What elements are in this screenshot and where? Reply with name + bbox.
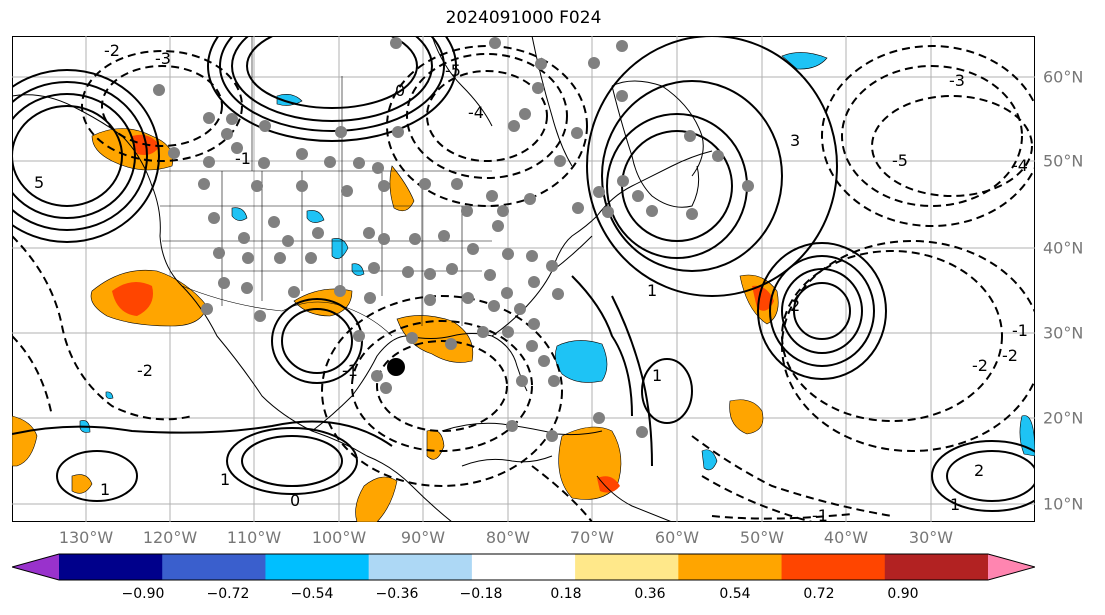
svg-text:-1: -1 bbox=[235, 149, 251, 168]
lon-label: 130°W bbox=[58, 528, 114, 547]
svg-text:0: 0 bbox=[395, 81, 405, 100]
colorbar-extend-max bbox=[988, 554, 1035, 580]
svg-text:-2: -2 bbox=[137, 361, 153, 380]
storm-position-marker bbox=[387, 358, 405, 376]
colorbar-tick: 0.36 bbox=[634, 586, 666, 602]
svg-text:1: 1 bbox=[220, 470, 230, 489]
lat-label: 20°N bbox=[1043, 408, 1084, 428]
colorbar-segment bbox=[884, 554, 989, 580]
lon-label: 70°W bbox=[569, 528, 615, 547]
svg-text:-4: -4 bbox=[468, 103, 484, 122]
contour-labels: 0 1 2 3 5 1 1 1 0 2 1 -1 -2 -3 -4 -5 -1 … bbox=[34, 41, 1028, 522]
colorbar-extend-min bbox=[12, 554, 59, 580]
colorbar-segment bbox=[575, 554, 679, 580]
colorbar-tick: 0.18 bbox=[550, 586, 582, 602]
colorbar-tick: −0.18 bbox=[459, 586, 503, 602]
negative-anomaly-shading bbox=[79, 52, 1035, 471]
strong-positive-shading bbox=[112, 134, 774, 493]
svg-text:1: 1 bbox=[950, 495, 960, 514]
dashed-contours bbox=[12, 45, 1035, 522]
lon-label: 80°W bbox=[485, 528, 531, 547]
svg-text:3: 3 bbox=[790, 131, 800, 150]
colorbar-tick: 0.72 bbox=[803, 586, 835, 602]
svg-text:5: 5 bbox=[34, 173, 44, 192]
lon-label: 30°W bbox=[908, 528, 954, 547]
colorbar-segment bbox=[781, 554, 886, 580]
lon-label: 60°W bbox=[654, 528, 700, 547]
colorbar-segment bbox=[368, 554, 473, 580]
colorbar-segment bbox=[678, 554, 783, 580]
colorbar-tick: 0.54 bbox=[719, 586, 751, 602]
lon-label: 110°W bbox=[226, 528, 282, 547]
svg-text:2: 2 bbox=[974, 461, 984, 480]
colorbar-tick: −0.36 bbox=[375, 586, 419, 602]
lat-label: 10°N bbox=[1043, 494, 1084, 514]
map-title: 2024091000 F024 bbox=[445, 8, 602, 28]
lon-label: 100°W bbox=[311, 528, 367, 547]
svg-text:-1: -1 bbox=[342, 361, 358, 380]
colorbar-tick: −0.90 bbox=[121, 586, 165, 602]
lon-label: 50°W bbox=[739, 528, 785, 547]
colorbar-tick: −0.72 bbox=[206, 586, 250, 602]
svg-text:-1: -1 bbox=[1012, 321, 1028, 340]
lat-label: 50°N bbox=[1043, 151, 1084, 171]
svg-text:-2: -2 bbox=[972, 356, 988, 375]
svg-text:-5: -5 bbox=[892, 151, 908, 170]
svg-text:-5: -5 bbox=[445, 61, 461, 80]
colorbar-tick: 0.90 bbox=[887, 586, 919, 602]
svg-text:-2: -2 bbox=[1002, 346, 1018, 365]
colorbar bbox=[12, 553, 1035, 581]
colorbar-segments bbox=[12, 554, 1035, 580]
svg-text:-1: -1 bbox=[812, 506, 828, 522]
colorbar-segment bbox=[471, 554, 576, 580]
svg-text:1: 1 bbox=[652, 366, 662, 385]
svg-text:-2: -2 bbox=[104, 41, 120, 60]
lon-label: 120°W bbox=[142, 528, 198, 547]
svg-text:-3: -3 bbox=[949, 71, 965, 90]
svg-text:1: 1 bbox=[647, 281, 657, 300]
lat-label: 60°N bbox=[1043, 67, 1084, 87]
coastlines bbox=[12, 36, 713, 522]
svg-text:-4: -4 bbox=[1012, 156, 1028, 175]
lat-label: 40°N bbox=[1043, 238, 1084, 258]
colorbar-segment bbox=[59, 554, 163, 580]
colorbar-tick: −0.54 bbox=[290, 586, 334, 602]
lon-label: 40°W bbox=[823, 528, 869, 547]
lon-label: 90°W bbox=[400, 528, 446, 547]
svg-text:2: 2 bbox=[790, 296, 800, 315]
svg-text:0: 0 bbox=[290, 491, 300, 510]
svg-text:-3: -3 bbox=[155, 49, 171, 68]
station-dots bbox=[153, 37, 754, 442]
forecast-map: 0 1 2 3 5 1 1 1 0 2 1 -1 -2 -3 -4 -5 -1 … bbox=[12, 36, 1035, 522]
svg-text:1: 1 bbox=[100, 480, 110, 499]
solid-contours bbox=[12, 36, 1035, 512]
lat-label: 30°N bbox=[1043, 323, 1084, 343]
colorbar-segment bbox=[162, 554, 266, 580]
colorbar-segment bbox=[265, 554, 370, 580]
